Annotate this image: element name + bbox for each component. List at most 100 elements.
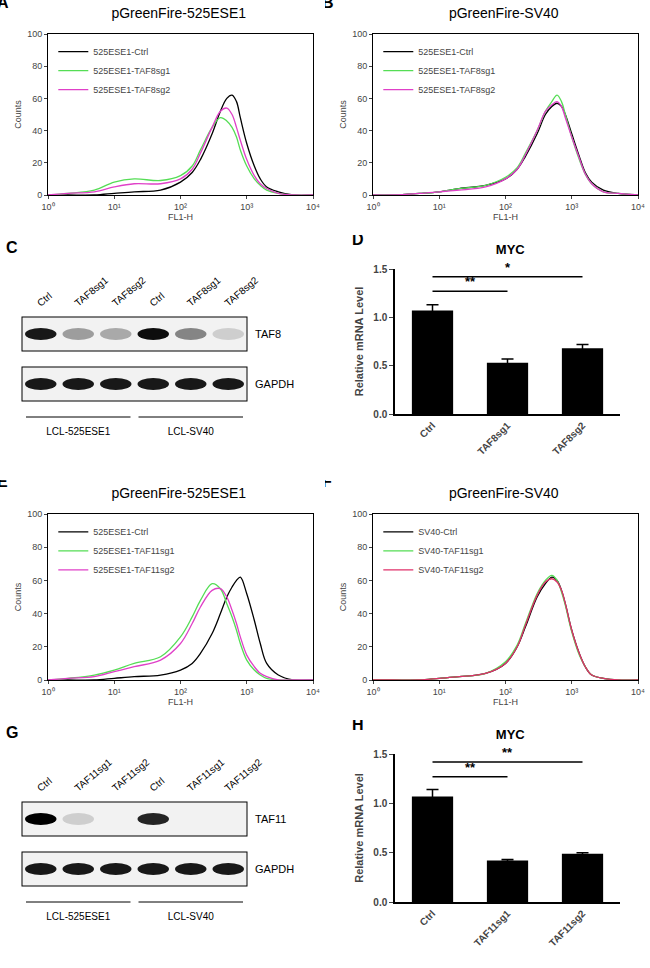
svg-text:pGreenFire-525ESE1: pGreenFire-525ESE1 bbox=[111, 5, 246, 21]
svg-text:1.5: 1.5 bbox=[373, 749, 387, 760]
svg-text:100: 100 bbox=[27, 509, 42, 519]
svg-text:10³: 10³ bbox=[565, 687, 578, 697]
svg-text:Relative mRNA Level: Relative mRNA Level bbox=[353, 773, 365, 883]
svg-text:Ctrl: Ctrl bbox=[147, 775, 166, 793]
svg-text:60: 60 bbox=[32, 576, 42, 586]
svg-text:0: 0 bbox=[362, 675, 367, 685]
svg-text:pGreenFire-SV40: pGreenFire-SV40 bbox=[449, 5, 559, 21]
svg-text:FL1-H: FL1-H bbox=[493, 212, 518, 222]
svg-text:10¹: 10¹ bbox=[433, 202, 446, 212]
svg-text:MYC: MYC bbox=[496, 727, 526, 742]
svg-text:TAF8sg1: TAF8sg1 bbox=[475, 420, 512, 457]
svg-text:SV40-Ctrl: SV40-Ctrl bbox=[418, 527, 457, 537]
svg-text:LCL-525ESE1: LCL-525ESE1 bbox=[46, 426, 110, 437]
svg-text:40: 40 bbox=[357, 609, 367, 619]
svg-text:Counts: Counts bbox=[338, 582, 348, 611]
svg-text:10²: 10² bbox=[499, 687, 512, 697]
svg-text:10⁴: 10⁴ bbox=[631, 202, 645, 212]
svg-text:E: E bbox=[0, 480, 8, 490]
svg-text:LCL-525ESE1: LCL-525ESE1 bbox=[46, 911, 110, 922]
svg-text:TAF11sg1: TAF11sg1 bbox=[472, 908, 513, 949]
svg-text:80: 80 bbox=[32, 61, 42, 71]
svg-text:TAF8sg2: TAF8sg2 bbox=[550, 420, 587, 457]
svg-text:**: ** bbox=[502, 745, 513, 760]
svg-text:GAPDH: GAPDH bbox=[255, 378, 294, 390]
svg-text:0.0: 0.0 bbox=[373, 897, 387, 908]
svg-text:TAF11sg1: TAF11sg1 bbox=[185, 756, 227, 793]
svg-text:40: 40 bbox=[32, 126, 42, 136]
svg-text:10⁰: 10⁰ bbox=[366, 202, 379, 212]
svg-text:20: 20 bbox=[357, 642, 367, 652]
svg-text:10⁴: 10⁴ bbox=[306, 202, 320, 212]
svg-text:Ctrl: Ctrl bbox=[147, 290, 166, 308]
svg-text:0: 0 bbox=[37, 190, 42, 200]
svg-text:TAF8: TAF8 bbox=[255, 328, 281, 340]
svg-text:FL1-H: FL1-H bbox=[168, 212, 193, 222]
svg-text:60: 60 bbox=[32, 94, 42, 104]
svg-text:20: 20 bbox=[32, 158, 42, 168]
svg-text:LCL-SV40: LCL-SV40 bbox=[168, 426, 215, 437]
svg-text:Counts: Counts bbox=[13, 582, 23, 611]
svg-text:Relative mRNA Level: Relative mRNA Level bbox=[353, 287, 365, 397]
svg-text:10²: 10² bbox=[174, 687, 187, 697]
svg-text:60: 60 bbox=[357, 576, 367, 586]
svg-text:1.5: 1.5 bbox=[373, 264, 387, 275]
svg-text:TAF8sg2: TAF8sg2 bbox=[110, 274, 148, 308]
svg-text:TAF11sg2: TAF11sg2 bbox=[222, 756, 264, 793]
svg-text:1.0: 1.0 bbox=[373, 312, 387, 323]
svg-text:Ctrl: Ctrl bbox=[417, 420, 437, 440]
svg-text:525ESE1-TAF11sg2: 525ESE1-TAF11sg2 bbox=[93, 565, 174, 575]
svg-text:525ESE1-Ctrl: 525ESE1-Ctrl bbox=[418, 47, 473, 57]
svg-text:0.0: 0.0 bbox=[373, 409, 387, 420]
svg-text:TAF8sg1: TAF8sg1 bbox=[185, 274, 223, 308]
svg-text:D: D bbox=[352, 235, 364, 248]
svg-text:B: B bbox=[325, 0, 334, 11]
svg-text:40: 40 bbox=[357, 126, 367, 136]
svg-text:TAF11sg2: TAF11sg2 bbox=[547, 908, 588, 949]
svg-text:SV40-TAF11sg2: SV40-TAF11sg2 bbox=[418, 565, 483, 575]
svg-text:100: 100 bbox=[352, 29, 367, 39]
svg-text:**: ** bbox=[465, 760, 476, 775]
svg-text:TAF11sg1: TAF11sg1 bbox=[72, 756, 114, 793]
svg-text:pGreenFire-525ESE1: pGreenFire-525ESE1 bbox=[111, 485, 246, 501]
svg-text:10¹: 10¹ bbox=[108, 202, 121, 212]
svg-text:TAF8sg1: TAF8sg1 bbox=[72, 274, 110, 308]
svg-text:pGreenFire-SV40: pGreenFire-SV40 bbox=[449, 485, 559, 501]
svg-text:525ESE1-TAF11sg1: 525ESE1-TAF11sg1 bbox=[93, 546, 174, 556]
svg-text:Ctrl: Ctrl bbox=[35, 775, 54, 793]
svg-text:A: A bbox=[0, 0, 9, 11]
svg-text:MYC: MYC bbox=[496, 242, 526, 257]
svg-text:Counts: Counts bbox=[338, 100, 348, 129]
svg-text:**: ** bbox=[465, 274, 476, 289]
svg-text:*: * bbox=[505, 260, 511, 275]
svg-text:F: F bbox=[325, 480, 332, 490]
svg-text:10²: 10² bbox=[174, 202, 187, 212]
svg-text:GAPDH: GAPDH bbox=[255, 863, 294, 875]
svg-text:10⁰: 10⁰ bbox=[41, 687, 54, 697]
svg-text:525ESE1-TAF8sg1: 525ESE1-TAF8sg1 bbox=[418, 66, 495, 76]
svg-text:0: 0 bbox=[37, 675, 42, 685]
svg-text:10⁴: 10⁴ bbox=[306, 687, 320, 697]
svg-text:10³: 10³ bbox=[240, 687, 253, 697]
svg-text:40: 40 bbox=[32, 609, 42, 619]
svg-text:1.0: 1.0 bbox=[373, 798, 387, 809]
svg-text:TAF11sg2: TAF11sg2 bbox=[110, 756, 152, 793]
svg-text:C: C bbox=[6, 239, 18, 256]
svg-text:10³: 10³ bbox=[240, 202, 253, 212]
svg-text:525ESE1-Ctrl: 525ESE1-Ctrl bbox=[93, 47, 148, 57]
svg-text:100: 100 bbox=[352, 509, 367, 519]
svg-text:TAF8sg2: TAF8sg2 bbox=[222, 274, 260, 308]
svg-text:525ESE1-TAF8sg2: 525ESE1-TAF8sg2 bbox=[418, 85, 495, 95]
svg-text:10⁰: 10⁰ bbox=[366, 687, 379, 697]
svg-text:80: 80 bbox=[32, 542, 42, 552]
svg-text:100: 100 bbox=[27, 29, 42, 39]
svg-text:80: 80 bbox=[357, 542, 367, 552]
svg-text:10¹: 10¹ bbox=[433, 687, 446, 697]
svg-text:LCL-SV40: LCL-SV40 bbox=[168, 911, 215, 922]
svg-text:TAF11: TAF11 bbox=[255, 813, 286, 825]
svg-text:Ctrl: Ctrl bbox=[417, 908, 437, 928]
svg-text:10⁴: 10⁴ bbox=[631, 687, 645, 697]
svg-text:10⁰: 10⁰ bbox=[41, 202, 54, 212]
svg-text:20: 20 bbox=[357, 158, 367, 168]
svg-text:0.5: 0.5 bbox=[373, 360, 387, 371]
